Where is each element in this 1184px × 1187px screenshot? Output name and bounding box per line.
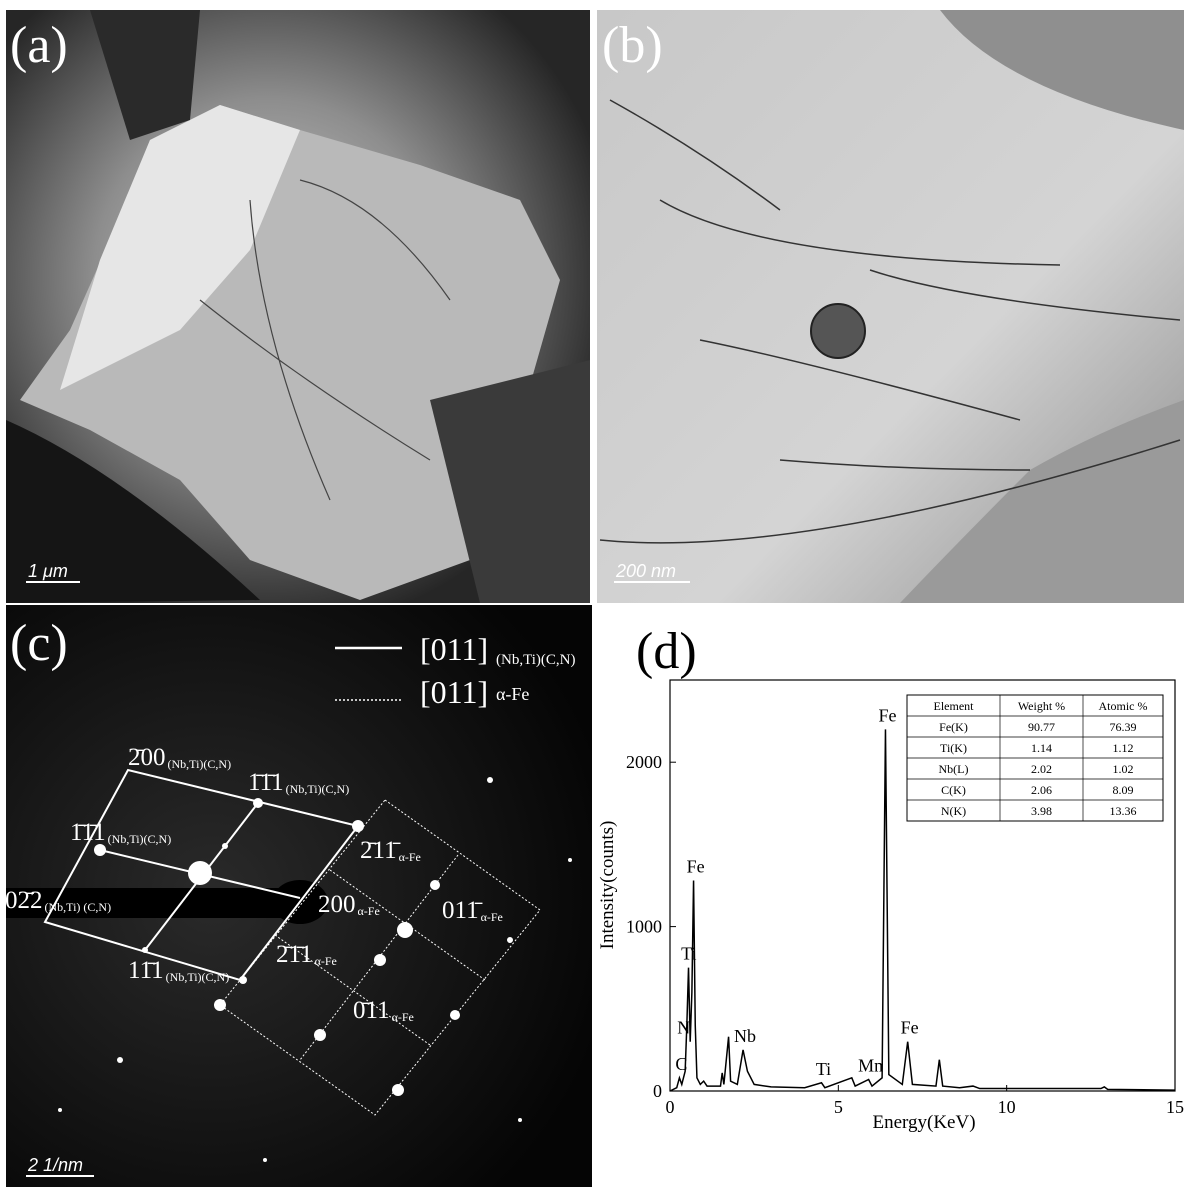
index-label: 0̄11: [353, 997, 390, 1024]
index-label: 011̄: [442, 897, 483, 924]
table-cell: N(K): [941, 804, 966, 818]
table-cell: Element: [934, 699, 975, 713]
y-tick-label: 0: [653, 1081, 662, 1101]
scale-bar-label: 2 1/nm: [27, 1155, 83, 1175]
index-label: 1̄1̄1: [70, 819, 106, 846]
scale-bar-label: 200 nm: [615, 561, 676, 581]
phase-label: (Nb,Ti)(C,N): [166, 970, 230, 984]
panel-label: (c): [10, 615, 68, 672]
table-cell: 1.14: [1031, 741, 1052, 755]
peak-label: Ti: [816, 1059, 831, 1079]
table-cell: Weight %: [1018, 699, 1065, 713]
peak-label: Mn: [858, 1055, 883, 1075]
peak-label: Nb: [734, 1026, 756, 1046]
table-cell: C(K): [941, 783, 966, 797]
table-cell: 1.02: [1113, 762, 1134, 776]
peak-label: Fe: [687, 857, 705, 877]
phase-label: (Nb,Ti) (C,N): [45, 900, 112, 914]
phase-label: α-Fe: [481, 910, 503, 924]
x-tick-label: 10: [998, 1097, 1016, 1117]
table-cell: Fe(K): [939, 720, 968, 734]
phase-label: (Nb,Ti)(C,N): [286, 782, 350, 796]
peak-label: N: [677, 1018, 690, 1038]
phase-label: (Nb,Ti)(C,N): [168, 757, 232, 771]
y-tick-label: 1000: [626, 917, 662, 937]
panel-label: (d): [636, 623, 697, 680]
table-cell: 2.02: [1031, 762, 1052, 776]
phase-label: α-Fe: [392, 1010, 414, 1024]
table-cell: Nb(L): [939, 762, 969, 776]
legend-phase: (Nb,Ti)(C,N): [496, 652, 575, 668]
index-label: 11̄1: [128, 957, 164, 984]
x-tick-label: 0: [666, 1097, 675, 1117]
legend-phase: α-Fe: [496, 684, 529, 704]
table-cell: 76.39: [1110, 720, 1137, 734]
index-label: 2̄1̄1: [276, 941, 313, 968]
legend-index: [011]: [420, 674, 488, 710]
phase-label: (Nb,Ti)(C,N): [108, 832, 172, 846]
table-cell: 1.12: [1113, 741, 1134, 755]
index-label: 200: [318, 891, 356, 918]
scale-bar-label: 1 μm: [28, 561, 68, 581]
panel-b-image: [597, 10, 1184, 603]
peak-label: Fe: [878, 705, 896, 725]
table-cell: 13.36: [1110, 804, 1137, 818]
index-label: 02̄2: [5, 887, 43, 914]
legend-index: [011]: [420, 631, 488, 667]
x-axis-label: Energy(KeV): [872, 1112, 975, 1133]
phase-label: α-Fe: [315, 954, 337, 968]
table-cell: 3.98: [1031, 804, 1052, 818]
y-axis-label: Intensity(counts): [597, 821, 618, 950]
panel-label: (b): [602, 17, 663, 74]
index-label: 1̄1̄1: [248, 769, 284, 796]
y-tick-label: 2000: [626, 752, 662, 772]
peak-label: C: [675, 1054, 687, 1074]
index-label: 2̄11̄: [360, 837, 401, 864]
phase-label: α-Fe: [358, 904, 380, 918]
panel-label: (a): [10, 17, 68, 74]
table-cell: 90.77: [1028, 720, 1055, 734]
table-cell: Atomic %: [1099, 699, 1148, 713]
x-tick-label: 5: [834, 1097, 843, 1117]
figure: (a) (b) (c) (d) 1 μm 200 nm 2 1/nm [011]…: [0, 0, 1184, 1187]
panel-a-image: [6, 10, 590, 603]
table-cell: 2.06: [1031, 783, 1052, 797]
table-cell: 8.09: [1113, 783, 1134, 797]
peak-label: Fe: [901, 1018, 919, 1038]
x-tick-label: 15: [1166, 1097, 1184, 1117]
peak-label: Ti: [681, 944, 696, 964]
table-cell: Ti(K): [940, 741, 967, 755]
phase-label: α-Fe: [399, 850, 421, 864]
index-label: 2̄00: [128, 744, 166, 771]
